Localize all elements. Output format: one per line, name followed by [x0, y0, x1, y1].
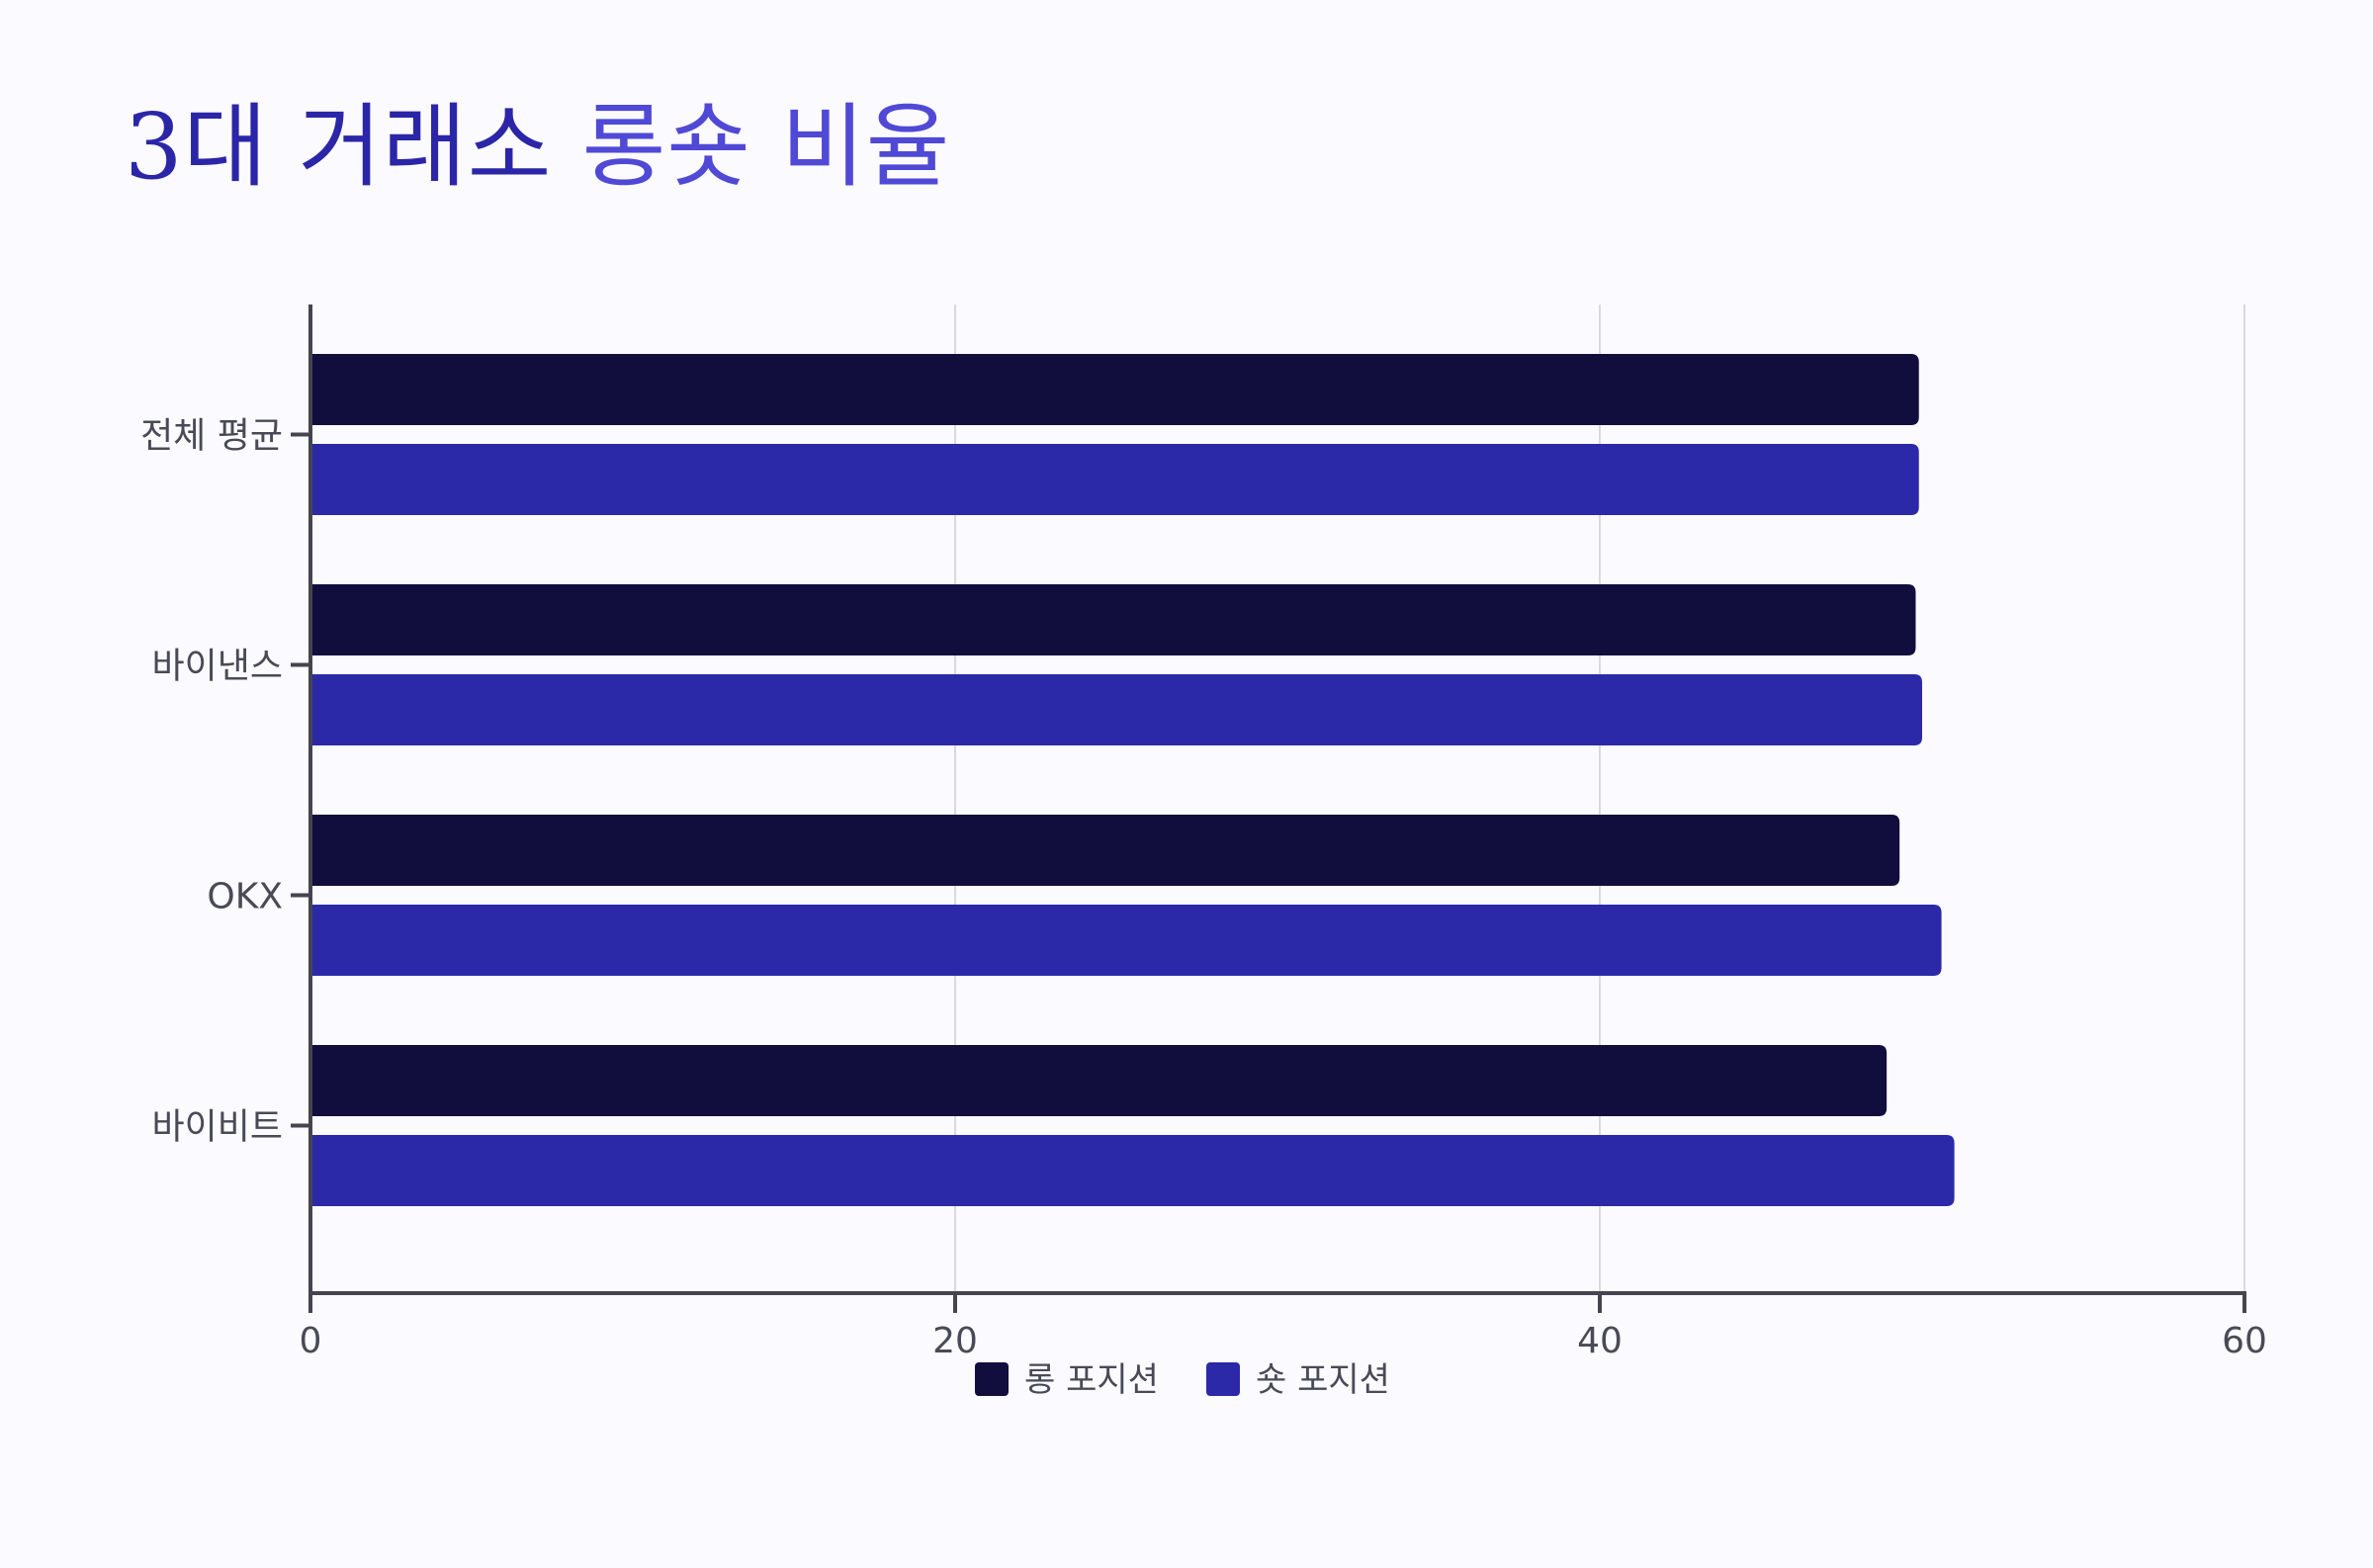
short-bar-1: [310, 674, 1922, 745]
category-label: 바이비트: [152, 1107, 283, 1148]
legend-swatch-0: [975, 1362, 1009, 1396]
legend: 롱 포지션 숏 포지션: [975, 1360, 1390, 1400]
x-tick-label: 0: [300, 1321, 322, 1361]
x-tick-label: 60: [2222, 1321, 2267, 1361]
category-label: OKX: [207, 877, 283, 917]
title-part-1: 3대 거래소: [125, 94, 582, 200]
long-bar-1: [310, 584, 1916, 655]
short-bar-3: [310, 1135, 1955, 1206]
category-label: 바이낸스: [152, 647, 283, 687]
category-label: 전체 평균: [140, 416, 283, 457]
long-bar-0: [310, 354, 1919, 425]
x-tick-label: 20: [932, 1321, 978, 1361]
axes: [291, 305, 2246, 1313]
long-bar-2: [310, 815, 1900, 886]
legend-swatch-1: [1206, 1362, 1240, 1396]
legend-label: 숏 포지션: [1256, 1360, 1390, 1400]
title-part-2: 롱숏 비율: [581, 94, 951, 200]
short-bar-2: [310, 905, 1942, 976]
long-bar-3: [310, 1045, 1888, 1116]
short-bar-0: [310, 444, 1919, 515]
x-tick-label: 40: [1577, 1321, 1623, 1361]
chart-title: 3대 거래소 롱숏 비율: [125, 95, 950, 200]
bars: [310, 354, 1955, 1206]
legend-label: 롱 포지션: [1024, 1360, 1159, 1400]
